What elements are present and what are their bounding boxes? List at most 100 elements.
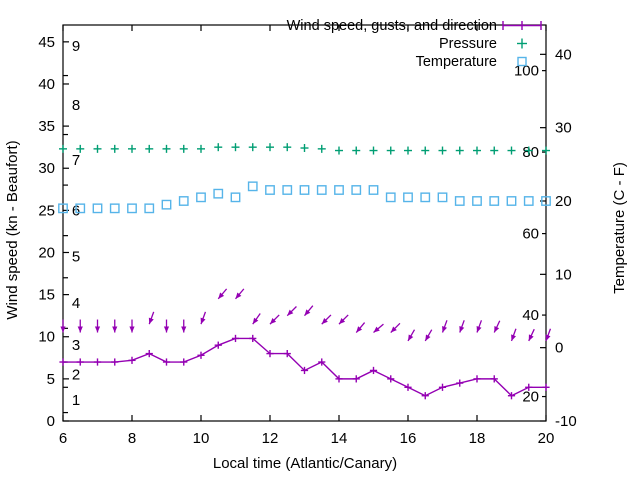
y-axis-title: Wind speed (kn - Beaufort): [4, 140, 21, 319]
temperature-point: [92, 203, 103, 214]
pressure-point: [455, 146, 464, 155]
wind-speed-point: [128, 356, 136, 364]
wind-direction-arrow: [94, 319, 101, 333]
temperature-point: [196, 192, 206, 203]
wind-direction-arrow: [60, 319, 66, 333]
temperature-point: [523, 196, 534, 206]
temperature-point: [144, 203, 155, 214]
wind-direction-arrow: [373, 323, 384, 334]
wind-direction-arrow: [441, 320, 448, 333]
pressure-point: [300, 144, 309, 153]
pressure-point: [197, 144, 205, 153]
wind-speed-point: [387, 375, 395, 383]
wind-direction-arrow: [424, 329, 433, 342]
wind-speed-point: [438, 383, 447, 391]
pressure-point: [231, 143, 240, 152]
wind-speed-point: [231, 334, 240, 343]
y-tick-label: 15: [38, 287, 55, 304]
wind-speed-point: [507, 392, 516, 400]
wind-speed-point: [266, 349, 274, 358]
wind-direction-arrow: [390, 322, 401, 333]
fahrenheit-label: 40: [522, 307, 539, 324]
beaufort-label: 1: [72, 392, 80, 409]
legend-swatch-temperature: [517, 56, 527, 67]
pressure-point: [110, 144, 119, 153]
temperature-point: [454, 196, 465, 206]
temperature-point: [265, 185, 275, 195]
temperature-point: [489, 196, 500, 206]
y2-tick-label: 0: [555, 340, 563, 357]
wind-speed-point: [162, 358, 171, 366]
wind-speed-point: [404, 383, 412, 391]
pressure-point: [352, 146, 361, 155]
series-pressure: [59, 143, 550, 155]
series-wind-direction-arrows: [60, 288, 552, 342]
wind-speed-point: [473, 375, 481, 383]
wind-speed-point: [283, 349, 291, 358]
wind-direction-arrow: [545, 328, 552, 342]
temperature-point: [282, 185, 293, 195]
pressure-point: [162, 144, 171, 153]
temperature-point: [351, 185, 362, 195]
y-tick-label: 5: [47, 371, 55, 388]
fahrenheit-label: 80: [522, 144, 539, 161]
x-tick-label: 12: [262, 430, 279, 447]
fahrenheit-label: 60: [522, 226, 539, 243]
temperature-point: [541, 196, 551, 206]
wind-speed-point: [335, 375, 343, 383]
x-tick-label: 8: [128, 430, 136, 447]
legend-label-wind: Wind speed, gusts, and direction: [287, 18, 497, 34]
legend-label-pressure: Pressure: [439, 36, 497, 52]
wind-direction-arrow: [493, 320, 501, 333]
y-axis-temperature-celsius: -10 0 10 20 30 40: [540, 46, 577, 430]
pressure-point: [214, 143, 223, 152]
y-axis-wind-speed: 0 5 10 15 20 25 30 35 40 45: [38, 34, 69, 430]
wind-direction-arrow: [77, 319, 83, 333]
temperature-point: [213, 188, 224, 199]
pressure-point: [335, 146, 343, 155]
wind-direction-arrow: [217, 288, 228, 300]
wind-direction-arrow: [252, 313, 261, 325]
pressure-point: [490, 146, 499, 155]
temperature-point: [58, 203, 68, 214]
wind-speed-point: [369, 366, 378, 375]
wind-speed-point: [180, 358, 188, 366]
wind-speed-point: [76, 358, 84, 366]
y-tick-label: 30: [38, 160, 55, 177]
temperature-point: [506, 196, 517, 206]
wind-speed-point: [352, 375, 360, 383]
wind-speed-point: [59, 358, 67, 366]
wind-direction-arrow: [269, 314, 280, 325]
fahrenheit-label: 100: [514, 63, 539, 80]
wind-direction-arrow: [181, 319, 187, 333]
temperature-point: [161, 199, 172, 210]
legend-label-temperature: Temperature: [416, 54, 497, 70]
y-tick-label: 40: [38, 76, 55, 93]
pressure-point: [507, 146, 516, 155]
y2-tick-label: 30: [555, 120, 572, 137]
wind-direction-arrow: [163, 319, 170, 333]
temperature-point: [75, 203, 86, 214]
wind-direction-arrow: [459, 320, 465, 333]
y-tick-label: 25: [38, 202, 55, 219]
wind-speed-point: [542, 383, 550, 391]
wind-speed-point: [214, 341, 222, 349]
pressure-point: [404, 146, 412, 155]
pressure-point: [524, 146, 533, 155]
beaufort-label: 3: [72, 337, 80, 354]
fahrenheit-label: 20: [522, 389, 539, 406]
temperature-point: [437, 192, 448, 203]
wind-direction-arrow: [528, 328, 535, 342]
wind-direction-arrow: [148, 311, 155, 325]
pressure-point: [128, 144, 136, 153]
wind-speed-point: [300, 366, 309, 375]
x-axis-title: Local time (Atlantic/Canary): [213, 455, 397, 472]
x-axis-local-time: 6 8 10 12 14 16 18 20: [59, 25, 554, 447]
y2-tick-label: 10: [555, 266, 572, 283]
pressure-point: [317, 144, 326, 153]
beaufort-label: 8: [72, 97, 80, 114]
legend-swatch-wind: [502, 21, 542, 30]
wind-speed-point: [421, 392, 429, 400]
beaufort-label: 2: [72, 367, 80, 384]
